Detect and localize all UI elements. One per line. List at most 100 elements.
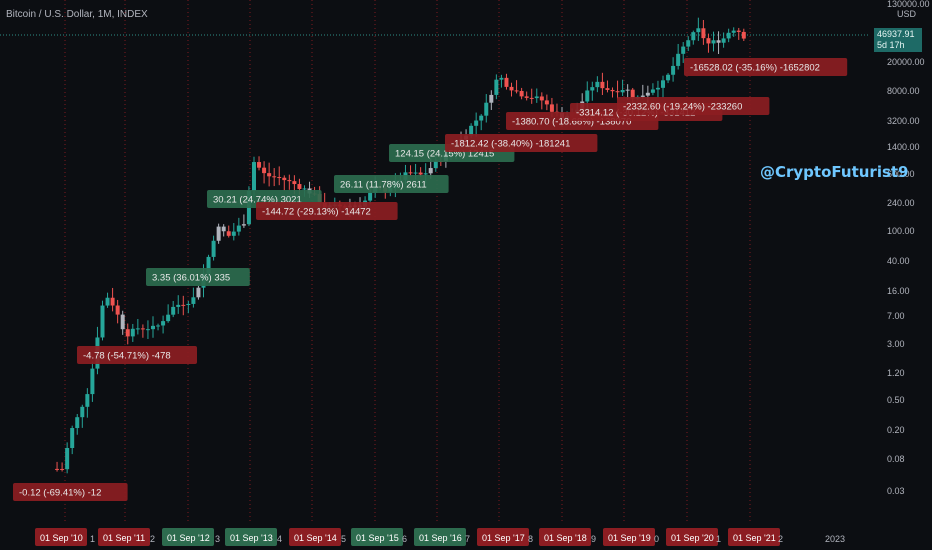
x-tick-badge — [289, 528, 341, 546]
x-tick-badge — [414, 528, 466, 546]
x-tick-label: 9 — [591, 534, 596, 544]
change-annotation-label: -1380.70 (-18.68%) -138070 — [512, 117, 631, 128]
candle-body — [55, 468, 60, 470]
y-tick-label: 20000.00 — [887, 57, 925, 67]
candle-body — [65, 447, 70, 470]
candle-body — [191, 297, 196, 304]
x-tick-label: 4 — [277, 534, 282, 544]
x-tick-label: 01 Sep '17 — [482, 533, 525, 543]
candle-body — [706, 38, 711, 44]
candle-body — [166, 314, 171, 322]
candle-body — [145, 329, 150, 331]
y-tick-label: 16.00 — [887, 286, 910, 296]
candle-body — [716, 40, 721, 43]
candle-body — [277, 177, 282, 179]
y-tick-label: 0.20 — [887, 425, 905, 435]
candle-body — [156, 325, 161, 327]
candle-body — [549, 104, 554, 112]
candle-body — [691, 32, 696, 41]
y-tick-label: 600.00 — [887, 169, 915, 179]
x-tick-label: 5 — [341, 534, 346, 544]
x-tick-label: 6 — [402, 534, 407, 544]
candle-body — [630, 89, 635, 99]
x-tick-label: 01 Sep '12 — [167, 533, 210, 543]
candle-body — [701, 28, 706, 39]
change-annotation-box — [256, 202, 398, 220]
candle-body — [595, 81, 600, 88]
candle-body — [428, 168, 433, 174]
candle-body — [741, 31, 746, 39]
candle-body — [484, 102, 489, 116]
candle-body — [130, 328, 135, 337]
candle-body — [433, 160, 438, 169]
x-tick-label: 01 Sep '11 — [103, 533, 145, 543]
y-tick-label: 0.03 — [887, 486, 905, 496]
x-tick-label: 01 Sep '10 — [40, 533, 83, 543]
change-annotation-label: -2332.60 (-19.24%) -233260 — [623, 102, 742, 113]
x-tick-badge — [225, 528, 277, 546]
candle-body — [489, 94, 494, 103]
change-annotation-box — [13, 483, 128, 501]
candle-body — [282, 177, 287, 181]
change-annotation-box — [445, 134, 598, 152]
x-tick-label: 01 Sep '18 — [544, 533, 587, 543]
x-tick-label: 01 Sep '19 — [608, 533, 651, 543]
candle-body — [226, 231, 231, 236]
candle-body — [251, 162, 256, 191]
chart-title: Bitcoin / U.S. Dollar, 1M, INDEX — [6, 9, 148, 20]
x-tick-label: 8 — [528, 534, 533, 544]
candle-body — [105, 297, 110, 306]
candle-body — [85, 394, 90, 407]
candle-body — [80, 406, 85, 418]
candle-body — [176, 304, 181, 307]
candle-body — [267, 173, 272, 177]
candle-body — [75, 417, 80, 429]
candle-body — [115, 305, 120, 315]
candle-body — [297, 184, 302, 189]
y-tick-label: 7.00 — [887, 311, 905, 321]
candle-body — [585, 90, 590, 102]
candle-body — [292, 181, 297, 185]
candle-body — [110, 297, 115, 306]
candle-body — [413, 172, 418, 174]
x-tick-label: 7 — [465, 534, 470, 544]
candle-body — [120, 314, 125, 330]
y-tick-label: 40.00 — [887, 256, 910, 266]
candle-body — [731, 30, 736, 33]
change-annotation-label: -1812.42 (-38.40%) -181241 — [451, 139, 570, 150]
candle-body — [241, 224, 246, 226]
change-annotation-label: -144.72 (-29.13%) -14472 — [262, 207, 371, 218]
x-tick-label: 01 Sep '20 — [671, 533, 714, 543]
candle-body — [423, 173, 428, 175]
candle-body — [514, 90, 519, 92]
candle-body — [196, 287, 201, 298]
y-tick-label: 240.00 — [887, 198, 915, 208]
candle-body — [534, 96, 539, 99]
candle-body — [140, 328, 145, 330]
x-tick-badge — [728, 528, 780, 546]
candle-body — [90, 368, 95, 395]
y-tick-label: 8000.00 — [887, 86, 920, 96]
candle-body — [600, 81, 605, 89]
y-tick-label: 0.50 — [887, 395, 905, 405]
candle-body — [610, 89, 615, 92]
candle-body — [171, 306, 176, 315]
change-annotation-label: -0.12 (-69.41%) -12 — [19, 488, 101, 499]
candle-body — [181, 304, 186, 306]
y-tick-label: 3200.00 — [887, 116, 920, 126]
candle-body — [262, 167, 267, 174]
change-annotation-label: 26.11 (11.78%) 2611 — [340, 180, 427, 191]
x-tick-badge — [477, 528, 529, 546]
change-annotation-box — [334, 175, 449, 193]
y-tick-label: 3.00 — [887, 339, 905, 349]
candle-body — [211, 240, 216, 257]
y-tick-label: 1.20 — [887, 368, 905, 378]
change-annotation-label: 30.21 (24.74%) 3021 — [213, 195, 302, 206]
change-annotation-label: 124.15 (24.15%) 12415 — [395, 149, 494, 160]
x-tick-label: 2 — [150, 534, 155, 544]
x-tick-label: 3 — [215, 534, 220, 544]
candle-body — [272, 176, 277, 178]
candle-body — [60, 468, 65, 470]
